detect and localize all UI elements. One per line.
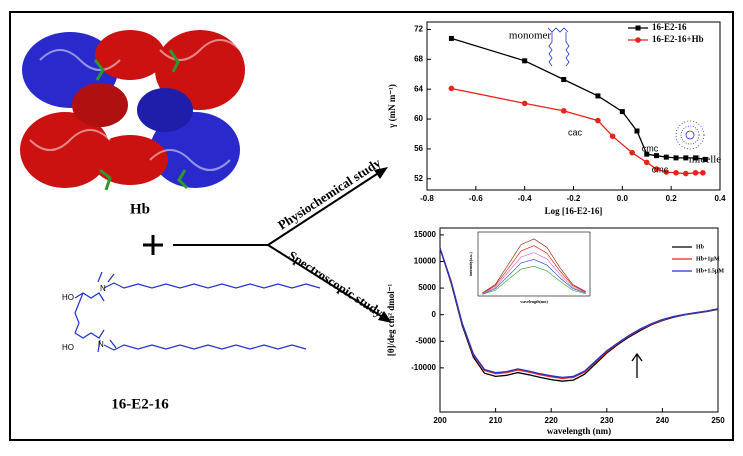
atom-label: HO	[62, 343, 74, 352]
y-tick-label: 56	[414, 144, 423, 153]
point	[560, 108, 567, 114]
arrow-label: Spectroscopic study	[286, 248, 387, 321]
annotation: cmc	[652, 164, 669, 174]
arrows	[173, 167, 392, 323]
legend-label: 16-E2-16	[652, 22, 687, 32]
point	[683, 170, 689, 177]
series-line	[482, 252, 586, 295]
point	[673, 155, 679, 161]
x-tick-label: -0.4	[518, 194, 532, 203]
annotation: cmc	[642, 143, 659, 153]
x-tick-label: 0.4	[714, 194, 726, 203]
y-axis-label: [θ]/deg cm² dmol⁻¹	[386, 284, 396, 357]
plus-sign	[143, 235, 163, 255]
point	[673, 170, 679, 176]
y-tick-label: 5000	[418, 283, 436, 292]
y-tick-label: 10000	[414, 257, 437, 266]
x-tick-label: 250	[711, 416, 725, 425]
point	[448, 35, 454, 41]
point	[644, 151, 650, 157]
y-tick-label: 52	[414, 174, 423, 183]
x-tick-label: 220	[545, 416, 559, 425]
chemical-structure	[74, 271, 321, 353]
atom-label: N	[100, 284, 106, 293]
trend-arrow	[631, 352, 643, 378]
y-tick-label: 64	[414, 84, 423, 93]
point	[595, 117, 601, 124]
annotation: cac	[568, 127, 583, 137]
y-tick-label: -10000	[411, 363, 436, 372]
point	[619, 109, 625, 115]
x-tick-label: 0.0	[617, 194, 629, 203]
atom-label: N	[98, 340, 104, 349]
legend-label: 16-E2-16+Hb	[652, 34, 704, 44]
protein-label: Hb	[130, 201, 150, 217]
point	[663, 169, 670, 175]
y-tick-label: 0	[432, 310, 437, 319]
x-tick-label: -0.8	[420, 194, 434, 203]
x-tick-label: 210	[489, 416, 503, 425]
point	[692, 170, 699, 176]
series-line	[439, 247, 719, 379]
x-tick-label: 240	[656, 416, 670, 425]
point	[683, 155, 689, 161]
annotation: micelle	[689, 154, 721, 166]
atom-labels: HO N HO N	[62, 284, 106, 352]
point	[643, 159, 650, 166]
x-tick-label: -0.2	[567, 194, 581, 203]
x-axis-label: wavelength(nm)	[520, 299, 548, 304]
point	[663, 154, 669, 160]
plot-frame	[477, 231, 591, 297]
point	[653, 166, 660, 172]
micelle-icon	[675, 120, 705, 150]
series-line	[482, 245, 586, 294]
point	[521, 100, 528, 107]
x-tick-label: 0.2	[666, 194, 678, 203]
y-tick-label: 68	[414, 54, 423, 63]
y-tick-label: -5000	[416, 336, 437, 345]
y-tick-label: 60	[414, 114, 423, 123]
x-axis-label: wavelength (nm)	[547, 426, 611, 436]
x-tick-label: -0.6	[469, 194, 483, 203]
y-tick-label: 72	[414, 25, 423, 34]
point	[634, 128, 640, 134]
point	[629, 149, 635, 156]
series-line	[482, 238, 586, 294]
surfactant-label: 16-E2-16	[111, 396, 169, 412]
annotation: monomer	[509, 30, 551, 42]
legend-marker	[635, 25, 641, 31]
point	[693, 155, 699, 161]
frame	[9, 11, 734, 441]
point	[595, 93, 601, 99]
atom-label: HO	[62, 293, 74, 302]
protein-illustration	[20, 30, 245, 191]
point	[700, 170, 706, 176]
legend-label: Hb+1μM	[696, 256, 720, 262]
legend-label: Hb+1.5μM	[696, 268, 724, 274]
monomer-icon	[547, 27, 570, 67]
point	[448, 85, 455, 92]
arrow-label: Physiochemical study	[275, 155, 384, 233]
y-axis-label: intensity(a.u.)	[468, 252, 473, 276]
x-axis-label: Log [16-E2-16]	[545, 206, 603, 216]
point	[654, 153, 660, 159]
legend-label: Hb	[696, 244, 705, 250]
x-tick-label: 200	[433, 416, 447, 425]
series-line	[482, 265, 586, 295]
point	[561, 76, 567, 82]
x-tick-label: 230	[600, 416, 614, 425]
point	[702, 156, 708, 162]
plot-frame	[426, 21, 721, 191]
point	[609, 133, 616, 140]
y-tick-label: 15000	[414, 230, 437, 239]
point	[522, 58, 528, 64]
y-axis-label: γ (mN m⁻¹)	[387, 84, 397, 129]
legend-marker	[635, 37, 641, 43]
series-line	[482, 259, 586, 295]
